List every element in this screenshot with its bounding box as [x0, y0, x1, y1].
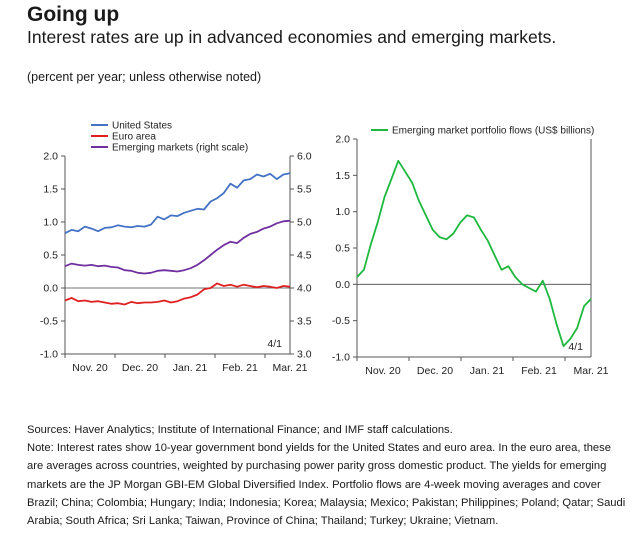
y-tick-label: 1.5 — [335, 170, 350, 182]
y2-tick-label: 5.5 — [297, 184, 312, 196]
y2-tick-label: 4.5 — [297, 250, 312, 262]
y2-tick-label: 5.0 — [297, 217, 312, 229]
x-tick-label: Nov. 20 — [365, 365, 401, 377]
series-line-euro-area — [64, 282, 291, 306]
x-tick-label: Jan. 21 — [173, 362, 208, 374]
x-tick-label: Mar. 21 — [272, 362, 307, 374]
y-tick-label: 0.0 — [43, 283, 58, 295]
units-note: (percent per year; unless otherwise note… — [27, 70, 262, 84]
y-tick-label: 1.5 — [43, 184, 58, 196]
x-tick-label: Dec. 20 — [122, 362, 158, 374]
x-tick-label: Feb. 21 — [521, 365, 557, 377]
legend-label: Euro area — [112, 132, 156, 143]
y-tick-label: -0.5 — [332, 315, 350, 327]
footnotes: Sources: Haver Analytics; Institute of I… — [27, 421, 627, 530]
y-tick-label: 1.0 — [43, 217, 58, 229]
x-tick-label: Jan. 21 — [470, 365, 505, 377]
x-tick-label: Feb. 21 — [222, 362, 258, 374]
y-tick-label: 0.5 — [43, 250, 58, 262]
x-tick-label: Nov. 20 — [72, 362, 108, 374]
legend-label: Emerging markets (right scale) — [112, 143, 248, 154]
y-tick-label: 2.0 — [335, 134, 350, 146]
y-tick-label: -1.0 — [40, 349, 58, 361]
y2-tick-label: 4.0 — [297, 283, 312, 295]
y-tick-label: 0.0 — [335, 279, 350, 291]
chart-1 — [61, 124, 294, 358]
y-tick-label: -0.5 — [40, 316, 58, 328]
series-line-emerging-market-portfolio-flows-us-billions — [356, 159, 592, 348]
x-tick-label: Dec. 20 — [417, 365, 453, 377]
sources-text: Sources: Haver Analytics; Institute of I… — [27, 424, 453, 436]
y-tick-label: 0.5 — [335, 243, 350, 255]
y-tick-label: 2.0 — [43, 151, 58, 163]
y2-tick-label: 3.5 — [297, 316, 312, 328]
chart-2 — [353, 129, 592, 361]
y-tick-label: 1.0 — [335, 206, 350, 218]
legend-label: Emerging market portfolio flows (US$ bil… — [392, 126, 594, 137]
end-date-label: 4/1 — [568, 341, 583, 353]
page-subtitle: Interest rates are up in advanced econom… — [27, 27, 557, 47]
y-tick-label: -1.0 — [332, 352, 350, 364]
x-tick-label: Mar. 21 — [573, 365, 608, 377]
series-line-united-states — [64, 172, 291, 235]
y2-tick-label: 3.0 — [297, 349, 312, 361]
end-date-label: 4/1 — [267, 338, 282, 350]
note-text: Note: Interest rates show 10-year govern… — [27, 442, 626, 528]
charts-canvas: 2.0 1.5 1.0 0.5 0.0 -0.5 -1.0 6.0 5.5 5.0 4.5 4.0 3.… — [40, 121, 609, 378]
y2-tick-label: 6.0 — [297, 151, 312, 163]
series-line-emerging-markets-right-scale — [64, 219, 291, 275]
page-title: Going up — [27, 3, 120, 26]
legend-label: United States — [112, 121, 172, 132]
